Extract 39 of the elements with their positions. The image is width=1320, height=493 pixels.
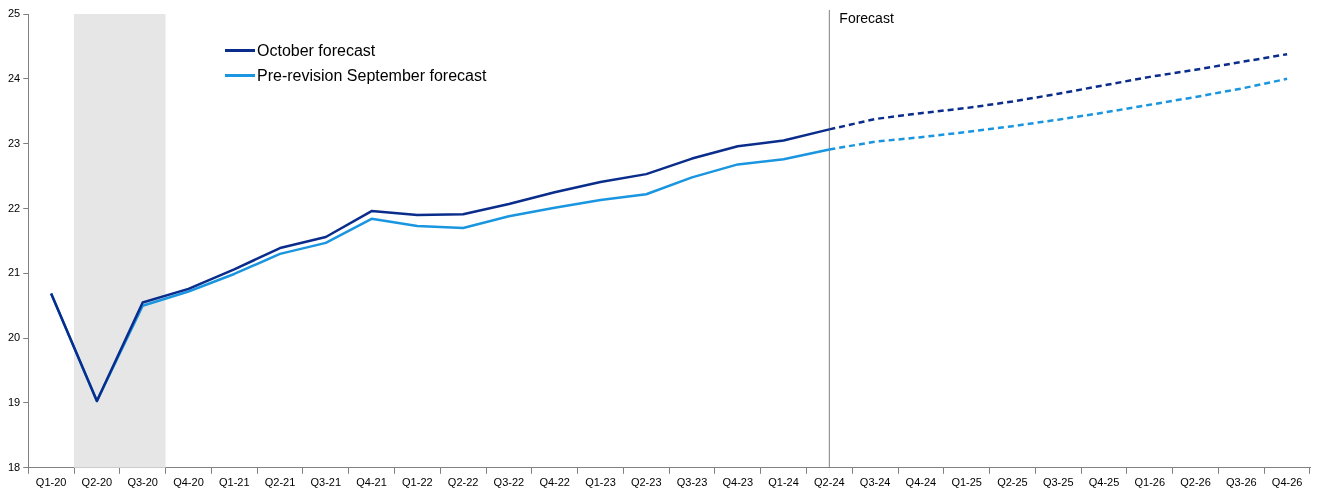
x-tick-label: Q1-21 bbox=[218, 476, 250, 489]
y-tick-label: 25 bbox=[7, 7, 21, 20]
y-tick-label: 18 bbox=[7, 460, 21, 473]
x-tick-label: Q1-25 bbox=[951, 476, 982, 489]
x-tick-label: Q4-23 bbox=[722, 476, 754, 489]
x-tick-label: Q2-24 bbox=[814, 476, 845, 489]
y-tick-label: 21 bbox=[7, 266, 21, 279]
x-tick-label: Q4-20 bbox=[173, 476, 204, 489]
x-tick-label: Q4-21 bbox=[356, 476, 387, 489]
legend-label: Pre-revision September forecast bbox=[257, 66, 487, 85]
x-tick-label: Q3-26 bbox=[1226, 476, 1257, 489]
x-tick-label: Q1-22 bbox=[402, 476, 433, 489]
y-tick-label: 23 bbox=[7, 136, 21, 149]
x-tick-label: Q3-20 bbox=[127, 476, 158, 489]
x-tick-label: Q1-23 bbox=[585, 476, 616, 489]
x-tick-label: Q4-22 bbox=[539, 476, 570, 489]
y-tick-label: 22 bbox=[7, 201, 21, 214]
x-tick-label: Q1-20 bbox=[35, 476, 67, 489]
x-tick-label: Q4-24 bbox=[905, 476, 937, 489]
x-tick-label: Q4-25 bbox=[1088, 476, 1120, 489]
x-tick-label: Q2-20 bbox=[81, 476, 113, 489]
x-tick-label: Q3-24 bbox=[859, 476, 891, 489]
x-tick-label: Q4-26 bbox=[1271, 476, 1303, 489]
x-tick-label: Q2-21 bbox=[264, 476, 296, 489]
x-tick-label: Q1-24 bbox=[768, 476, 799, 489]
y-tick-label: 24 bbox=[7, 71, 21, 84]
x-tick-label: Q1-26 bbox=[1134, 476, 1166, 489]
x-tick-label: Q3-25 bbox=[1042, 476, 1074, 489]
x-tick-label: Q2-25 bbox=[997, 476, 1028, 489]
x-tick-label: Q3-23 bbox=[676, 476, 708, 489]
x-tick-label: Q2-22 bbox=[447, 476, 479, 489]
x-tick-label: Q2-26 bbox=[1180, 476, 1211, 489]
ref-line-label: Forecast bbox=[839, 9, 894, 26]
y-tick-label: 20 bbox=[7, 331, 21, 344]
y-tick-label: 19 bbox=[7, 396, 21, 408]
x-tick-label: Q2-23 bbox=[630, 476, 662, 489]
legend-label: October forecast bbox=[257, 41, 376, 60]
x-tick-label: Q3-21 bbox=[310, 476, 342, 489]
x-tick-label: Q3-22 bbox=[493, 476, 525, 489]
